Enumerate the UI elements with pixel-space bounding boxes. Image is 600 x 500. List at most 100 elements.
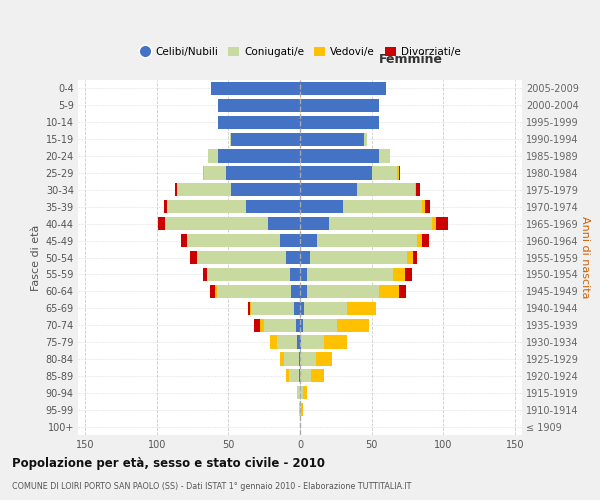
Bar <box>364 132 367 146</box>
Bar <box>218 116 300 129</box>
Bar <box>268 217 300 230</box>
Bar <box>294 302 300 315</box>
Bar <box>211 82 300 95</box>
Bar <box>300 132 364 146</box>
Bar <box>379 284 399 298</box>
Bar <box>371 166 397 179</box>
Y-axis label: Anni di nascita: Anni di nascita <box>580 216 590 298</box>
Bar <box>277 336 297 348</box>
Bar <box>310 251 407 264</box>
Bar <box>166 217 268 230</box>
Bar <box>407 251 413 264</box>
Bar <box>325 336 347 348</box>
Bar <box>300 184 357 196</box>
Bar <box>250 302 251 315</box>
Bar <box>167 200 245 213</box>
Bar <box>432 217 436 230</box>
Bar <box>299 352 300 366</box>
Text: COMUNE DI LOIRI PORTO SAN PAOLO (SS) - Dati ISTAT 1° gennaio 2010 - Elaborazione: COMUNE DI LOIRI PORTO SAN PAOLO (SS) - D… <box>12 482 412 491</box>
Bar <box>208 150 218 162</box>
Bar <box>300 318 303 332</box>
Bar <box>329 217 432 230</box>
Bar <box>300 200 343 213</box>
Bar <box>270 336 277 348</box>
Bar <box>404 268 412 281</box>
Bar <box>337 318 369 332</box>
Bar <box>204 166 226 179</box>
Bar <box>425 200 430 213</box>
Bar <box>286 251 300 264</box>
Bar <box>300 82 386 95</box>
Bar <box>181 234 187 247</box>
Bar <box>300 336 301 348</box>
Bar <box>399 284 406 298</box>
Legend: Celibi/Nubili, Coniugati/e, Vedovi/e, Divorziati/e: Celibi/Nubili, Coniugati/e, Vedovi/e, Di… <box>135 42 465 61</box>
Bar <box>207 268 290 281</box>
Bar <box>422 234 429 247</box>
Bar <box>397 166 399 179</box>
Bar <box>203 268 207 281</box>
Bar <box>158 217 166 230</box>
Bar <box>307 284 379 298</box>
Bar <box>231 132 300 146</box>
Bar <box>415 184 416 196</box>
Bar <box>177 184 231 196</box>
Y-axis label: Fasce di età: Fasce di età <box>31 224 41 290</box>
Bar <box>300 251 310 264</box>
Bar <box>218 150 300 162</box>
Bar <box>357 184 415 196</box>
Bar <box>231 184 300 196</box>
Bar <box>190 251 197 264</box>
Bar <box>297 386 300 400</box>
Bar <box>379 150 390 162</box>
Bar <box>300 150 379 162</box>
Bar <box>251 302 294 315</box>
Bar <box>297 336 300 348</box>
Bar <box>248 302 250 315</box>
Bar <box>300 284 307 298</box>
Bar <box>399 166 400 179</box>
Bar <box>210 284 215 298</box>
Bar <box>300 217 329 230</box>
Bar <box>292 284 300 298</box>
Text: Popolazione per età, sesso e stato civile - 2010: Popolazione per età, sesso e stato civil… <box>12 458 325 470</box>
Bar <box>301 403 303 416</box>
Bar <box>164 200 167 213</box>
Bar <box>299 403 300 416</box>
Text: Femmine: Femmine <box>379 53 443 66</box>
Bar <box>286 369 289 382</box>
Bar <box>280 234 300 247</box>
Bar <box>300 234 317 247</box>
Bar <box>215 284 217 298</box>
Bar <box>317 234 418 247</box>
Bar <box>307 268 393 281</box>
Bar <box>187 234 280 247</box>
Bar <box>300 302 304 315</box>
Bar <box>299 369 300 382</box>
Bar <box>347 302 376 315</box>
Bar <box>197 251 286 264</box>
Bar <box>304 302 347 315</box>
Bar <box>311 369 325 382</box>
Bar <box>303 318 337 332</box>
Bar <box>300 386 303 400</box>
Bar <box>393 268 404 281</box>
Bar <box>300 403 301 416</box>
Bar <box>245 200 300 213</box>
Bar <box>300 99 379 112</box>
Bar <box>264 318 296 332</box>
Bar <box>217 284 292 298</box>
Bar <box>300 268 307 281</box>
Bar <box>203 166 204 179</box>
Bar <box>416 184 421 196</box>
Bar <box>300 352 316 366</box>
Bar <box>300 369 311 382</box>
Bar <box>280 352 284 366</box>
Bar <box>218 99 300 112</box>
Bar <box>226 166 300 179</box>
Bar <box>284 352 299 366</box>
Bar <box>300 166 371 179</box>
Bar <box>290 268 300 281</box>
Bar <box>300 116 379 129</box>
Bar <box>260 318 264 332</box>
